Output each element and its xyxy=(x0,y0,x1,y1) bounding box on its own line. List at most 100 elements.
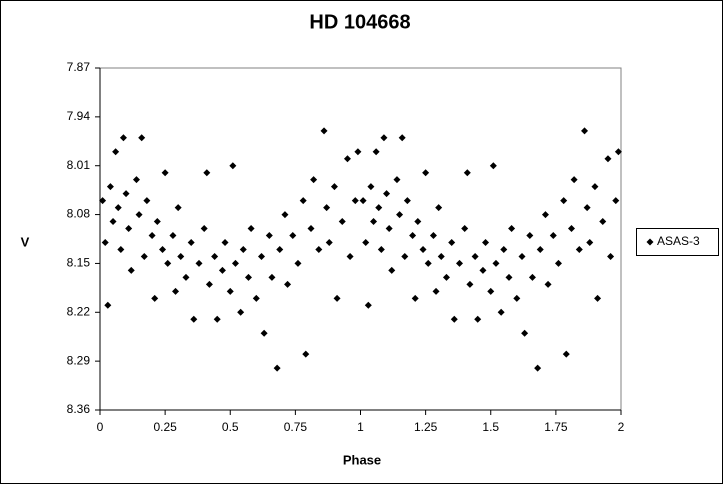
plot-area xyxy=(99,67,622,411)
y-tick-label: 7.94 xyxy=(67,109,91,123)
point xyxy=(450,315,458,323)
point xyxy=(607,252,615,260)
point xyxy=(143,197,151,205)
point xyxy=(372,148,380,156)
point xyxy=(302,350,310,358)
point xyxy=(294,259,302,267)
point xyxy=(422,169,430,177)
point xyxy=(117,245,125,253)
point xyxy=(106,183,114,191)
point xyxy=(229,162,237,170)
point xyxy=(112,148,120,156)
y-tick-label: 8.29 xyxy=(67,353,91,367)
point xyxy=(247,225,255,233)
x-tick-label: 1.75 xyxy=(544,420,568,434)
point xyxy=(375,204,383,212)
point xyxy=(437,252,445,260)
point xyxy=(403,197,411,205)
point xyxy=(497,308,505,316)
point xyxy=(466,280,474,288)
point xyxy=(455,259,463,267)
point xyxy=(409,232,417,240)
point xyxy=(320,127,328,135)
y-tick-label: 8.08 xyxy=(67,207,91,221)
point xyxy=(135,211,143,219)
point xyxy=(398,134,406,142)
point xyxy=(377,245,385,253)
x-tick-label: 1 xyxy=(357,420,364,434)
point xyxy=(513,294,521,302)
point xyxy=(492,259,500,267)
point xyxy=(396,211,404,219)
point xyxy=(289,232,297,240)
point xyxy=(508,225,516,233)
point xyxy=(231,259,239,267)
point xyxy=(471,252,479,260)
point xyxy=(268,273,276,281)
point xyxy=(122,190,130,198)
point xyxy=(190,315,198,323)
point xyxy=(518,252,526,260)
y-axis-label: V xyxy=(21,234,30,249)
point xyxy=(260,329,268,337)
point xyxy=(570,176,578,184)
point xyxy=(581,127,589,135)
y-tick-label: 8.01 xyxy=(67,158,91,172)
point xyxy=(174,204,182,212)
point xyxy=(383,190,391,198)
chart-title: HD 104668 xyxy=(309,11,410,33)
point xyxy=(299,197,307,205)
point xyxy=(140,252,148,260)
point xyxy=(359,197,367,205)
point xyxy=(586,238,594,246)
point xyxy=(534,364,542,372)
point xyxy=(385,225,393,233)
point xyxy=(104,301,112,309)
point xyxy=(549,232,557,240)
point xyxy=(109,218,117,226)
point xyxy=(526,232,534,240)
point xyxy=(562,350,570,358)
point xyxy=(380,134,388,142)
y-tick-label: 8.22 xyxy=(67,304,91,318)
point xyxy=(187,238,195,246)
point xyxy=(362,238,370,246)
point xyxy=(315,245,323,253)
x-tick-label: 1.25 xyxy=(414,420,438,434)
point xyxy=(252,294,260,302)
point xyxy=(218,266,226,274)
y-tick-label: 8.36 xyxy=(67,402,91,416)
point xyxy=(330,183,338,191)
point xyxy=(119,134,127,142)
point xyxy=(138,134,146,142)
point xyxy=(333,294,341,302)
point xyxy=(541,211,549,219)
point xyxy=(244,273,252,281)
point xyxy=(211,252,219,260)
point xyxy=(612,197,620,205)
point xyxy=(568,225,576,233)
point xyxy=(442,273,450,281)
point xyxy=(521,329,529,337)
point xyxy=(393,176,401,184)
point xyxy=(276,245,284,253)
point xyxy=(125,225,133,233)
point xyxy=(310,176,318,184)
point xyxy=(364,301,372,309)
point xyxy=(153,218,161,226)
point xyxy=(414,218,422,226)
point xyxy=(338,218,346,226)
point xyxy=(489,162,497,170)
point xyxy=(273,364,281,372)
point xyxy=(203,169,211,177)
legend-label: ASAS-3 xyxy=(657,234,700,248)
point xyxy=(560,197,568,205)
point xyxy=(604,155,612,163)
x-tick-label: 0.75 xyxy=(284,420,308,434)
point xyxy=(401,252,409,260)
point xyxy=(367,183,375,191)
point xyxy=(239,245,247,253)
point xyxy=(226,287,234,295)
point xyxy=(182,273,190,281)
